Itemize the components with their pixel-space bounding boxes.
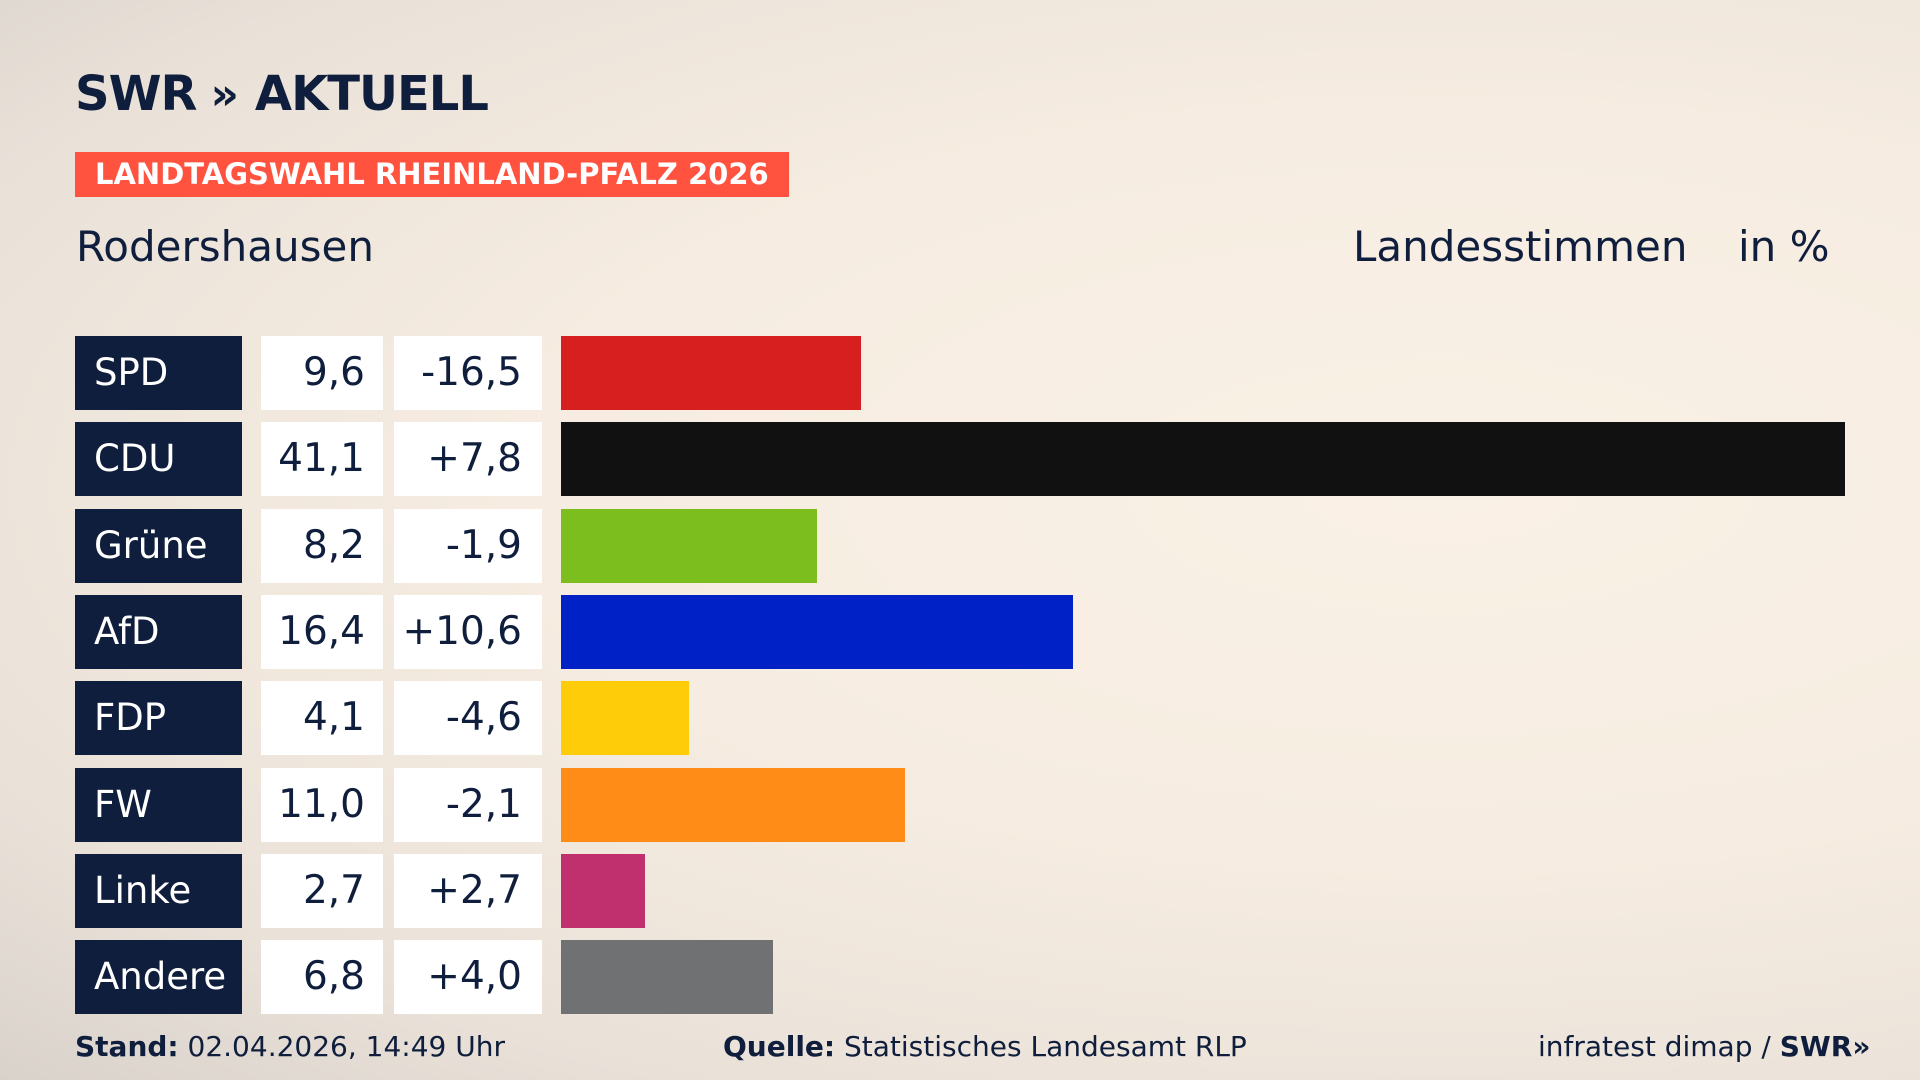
party-row: Linke 2,7 +2,7 <box>75 854 1845 928</box>
credit-text: infratest dimap / <box>1538 1030 1771 1063</box>
change-value: -16,5 <box>394 336 542 410</box>
party-row: AfD 16,4 +10,6 <box>75 595 1845 669</box>
party-row: Grüne 8,2 -1,9 <box>75 509 1845 583</box>
stand-value: 02.04.2026, 14:49 Uhr <box>187 1030 505 1063</box>
change-value: -4,6 <box>394 681 542 755</box>
party-label: Linke <box>75 854 242 928</box>
chevron-right-icon: » <box>210 68 239 120</box>
unit-label: in % <box>1738 222 1830 271</box>
vote-share-value: 4,1 <box>261 681 383 755</box>
footer-credit: infratest dimap / SWR» <box>1538 1030 1870 1063</box>
party-label: FW <box>75 768 242 842</box>
bar-andere <box>561 940 773 1014</box>
vote-share-value: 11,0 <box>261 768 383 842</box>
vote-share-value: 16,4 <box>261 595 383 669</box>
source-value: Statistisches Landesamt RLP <box>844 1030 1247 1063</box>
bar-spd <box>561 336 861 410</box>
bar-fw <box>561 768 905 842</box>
party-label: Grüne <box>75 509 242 583</box>
party-row: CDU 41,1 +7,8 <box>75 422 1845 496</box>
change-value: +4,0 <box>394 940 542 1014</box>
metric-label: Landesstimmen <box>1353 222 1688 271</box>
footer-stand: Stand: 02.04.2026, 14:49 Uhr <box>75 1030 505 1063</box>
party-row: FW 11,0 -2,1 <box>75 768 1845 842</box>
bar-linke <box>561 854 645 928</box>
vote-share-value: 9,6 <box>261 336 383 410</box>
party-label: AfD <box>75 595 242 669</box>
swr-aktuell-logo: SWR » AKTUELL <box>75 66 489 122</box>
party-label: CDU <box>75 422 242 496</box>
party-label: Andere <box>75 940 242 1014</box>
party-label: FDP <box>75 681 242 755</box>
bar-cdu <box>561 422 1845 496</box>
change-value: +7,8 <box>394 422 542 496</box>
change-value: -2,1 <box>394 768 542 842</box>
vote-share-value: 41,1 <box>261 422 383 496</box>
change-value: +10,6 <box>394 595 542 669</box>
election-banner: LANDTAGSWAHL RHEINLAND-PFALZ 2026 <box>75 152 789 197</box>
change-value: +2,7 <box>394 854 542 928</box>
logo-swr: SWR <box>75 66 197 122</box>
credit-brand: SWR» <box>1779 1030 1871 1063</box>
bar-grne <box>561 509 817 583</box>
source-label: Quelle: <box>723 1030 836 1063</box>
party-row: FDP 4,1 -4,6 <box>75 681 1845 755</box>
logo-aktuell: AKTUELL <box>254 66 489 122</box>
party-row: SPD 9,6 -16,5 <box>75 336 1845 410</box>
footer-source: Quelle: Statistisches Landesamt RLP <box>723 1030 1247 1063</box>
party-row: Andere 6,8 +4,0 <box>75 940 1845 1014</box>
vote-share-value: 2,7 <box>261 854 383 928</box>
place-title: Rodershausen <box>76 222 374 271</box>
bar-fdp <box>561 681 689 755</box>
vote-share-value: 8,2 <box>261 509 383 583</box>
change-value: -1,9 <box>394 509 542 583</box>
stand-label: Stand: <box>75 1030 179 1063</box>
bar-afd <box>561 595 1073 669</box>
vote-share-value: 6,8 <box>261 940 383 1014</box>
party-label: SPD <box>75 336 242 410</box>
